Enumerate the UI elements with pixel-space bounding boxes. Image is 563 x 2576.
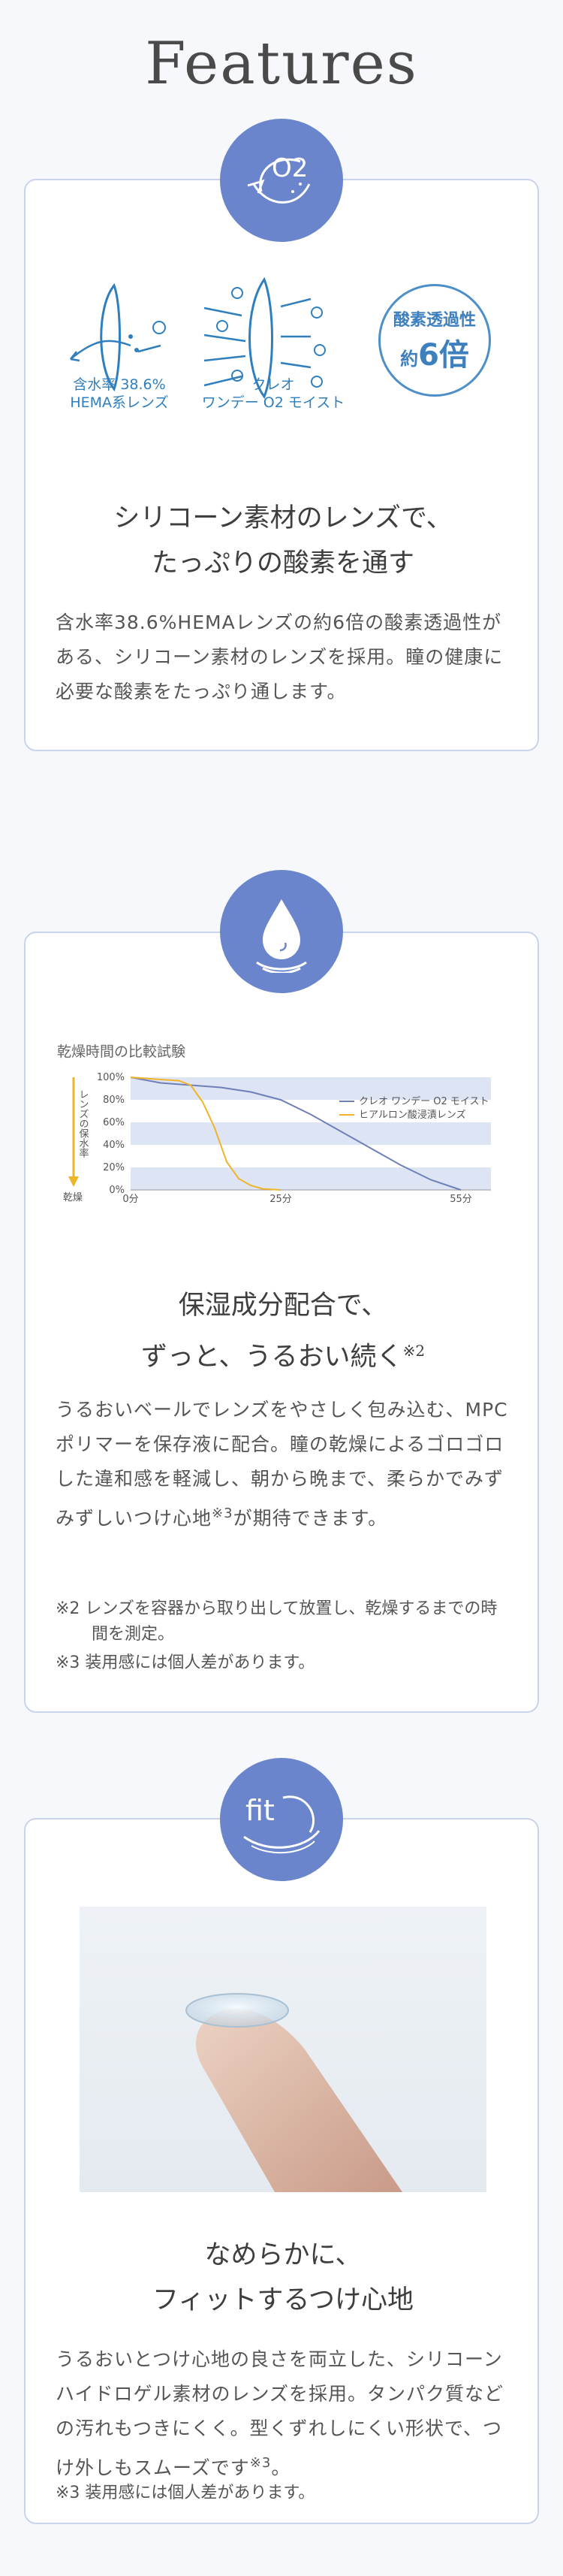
y-tick-label: 40% [103,1140,125,1151]
x-tick-label: 55分 [450,1194,472,1205]
body-sup: ※3 [212,1505,233,1521]
o2-label-line2: ワンデー O2 モイスト [201,394,345,411]
hema-label-line2: HEMA系レンズ [70,394,169,411]
finger-with-contact-lens-icon [185,1993,402,2192]
y-tick-label: 60% [103,1117,125,1128]
body-tail: が期待できます。 [233,1507,388,1530]
body-sup: ※3 [249,2455,272,2471]
body-text: うるおいとつけ心地の良さを両立した、シリコーンハイドロゲル素材のレンズを採用。タ… [56,2348,504,2479]
x-tick-label: 0分 [122,1194,138,1205]
heading-line1: シリコーン素材のレンズで、 [113,503,453,533]
feature-card-oxygen: 含水率 38.6% HEMA系レンズ クレオ ワンデー O2 モイスト 酸素透過… [24,179,539,751]
grid-band [131,1077,491,1100]
x-tick-label: 25分 [269,1194,292,1205]
heading-line2: ずっと、うるおい続く [140,1342,403,1373]
oxygen-diagram: 含水率 38.6% HEMA系レンズ クレオ ワンデー O2 モイスト 酸素透過… [26,276,540,412]
o2-lens-icon: O2 [247,153,311,204]
hema-lens-icon [70,282,166,392]
page-title: Features [145,30,418,98]
legend-label-0: クレオ ワンデー O2 モイスト [359,1095,489,1107]
feature-heading-moisture: 保湿成分配合で、 ずっと、うるおい続く※2 [26,1283,540,1380]
hema-lens-label: 含水率 38.6% HEMA系レンズ [56,376,183,412]
feature-body-oxygen: 含水率38.6%HEMAレンズの約6倍の酸素透過性がある、シリコーン素材のレンズ… [56,612,504,702]
body-tail: 。 [271,2457,291,2479]
heading-sup: ※2 [402,1342,426,1360]
dry-arrow-label: 乾燥 [63,1192,83,1203]
contact-lens-photo [80,1907,486,2192]
heading-line2: たっぷりの酸素を通す [151,548,414,578]
silicone-lens-icon [203,276,326,400]
oxygen-badge-prefix: 約 [400,349,419,370]
footnote-2: ※2 レンズを容器から取り出して放置し、乾燥するまでの時間を測定。 [56,1599,498,1644]
heading-line1: 保湿成分配合で、 [178,1291,388,1321]
oxygen-badge-value: 6倍 [418,338,469,373]
feature-heading-fit: なめらかに、 フィットするつけ心地 [26,2233,540,2323]
feature-body-moisture: うるおいベールでレンズをやさしく包み込む、MPCポリマーを保存液に配合。瞳の乾燥… [56,1393,510,1536]
fit-letters: fit [245,1794,275,1827]
series-line-1 [130,1077,282,1191]
legend-label-1: ヒアルロン酸浸漬レンズ [359,1109,466,1121]
feature-heading-oxygen: シリコーン素材のレンズで、 たっぷりの酸素を通す [26,496,540,586]
y-axis-label: レンズの保水率 [77,1089,89,1158]
feature-card-fit: なめらかに、 フィットするつけ心地 うるおいとつけ心地の良さを両立した、シリコー… [24,1818,539,2524]
oxygen-badge-line2: 約6倍 [400,331,469,374]
y-tick-label: 20% [103,1162,125,1173]
fit-badge: fit [220,1758,343,1881]
hema-label-line1: 含水率 38.6% [73,376,166,393]
oxygen-badge-line1: 酸素透過性 [393,311,476,330]
o2-badge: O2 [220,119,343,242]
feature-card-moisture: 乾燥時間の比較試験 100% 80% 60% 40% 20% 0% 0分 25分 55分 レンズの… [24,932,539,1713]
o2-moist-lens-label: クレオ ワンデー O2 モイスト [198,376,348,412]
o2-letter: O2 [272,153,308,183]
grid-band [131,1122,491,1145]
oxygen-permeability-badge: 酸素透過性 約6倍 [378,284,491,397]
footnote-3: ※3 装用感には個人差があります。 [56,1653,315,1672]
fit-lens-icon: fit [243,1794,321,1854]
heading-line1: なめらかに、 [204,2240,362,2270]
body-text: うるおいベールでレンズをやさしく包み込む、MPCポリマーを保存液に配合。瞳の乾燥… [56,1399,508,1530]
y-axis-arrowhead [68,1176,79,1187]
y-tick-label: 0% [109,1185,125,1196]
series-line-0 [130,1077,462,1191]
chart-title: 乾燥時間の比較試験 [57,1043,186,1060]
grid-band [131,1167,491,1190]
water-drop-icon [256,899,307,973]
water-drop-badge [220,870,343,993]
feature-body-fit: うるおいとつけ心地の良さを両立した、シリコーンハイドロゲル素材のレンズを採用。タ… [56,2342,510,2485]
lens-diagram-svg [70,276,326,400]
y-tick-label: 80% [103,1095,125,1106]
footnote-3: ※3 装用感には個人差があります。 [56,2484,315,2502]
y-tick-label: 100% [97,1072,125,1083]
o2-label-line1: クレオ [251,376,295,393]
heading-line2: フィットするつけ心地 [152,2285,414,2315]
